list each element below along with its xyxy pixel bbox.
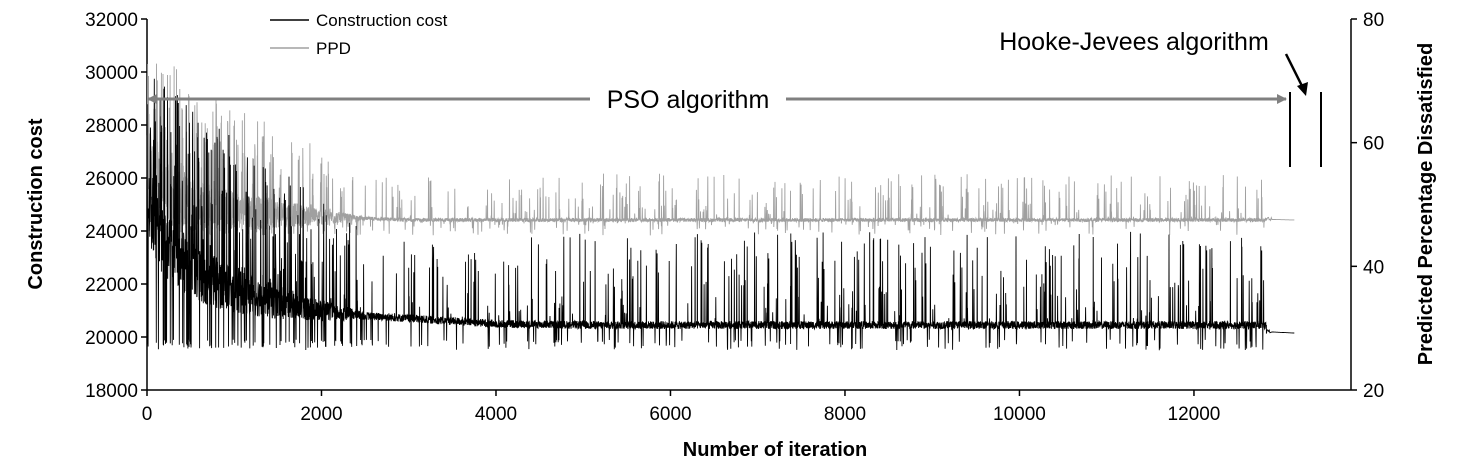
y-axis-title: Construction cost [25, 118, 47, 289]
hooke-jeeves-annotation: Hooke-Jevees algorithm [999, 28, 1322, 167]
x-tick-label: 8000 [824, 404, 866, 425]
y-tick-label: 30000 [85, 63, 138, 84]
y-tick-label: 24000 [85, 222, 138, 243]
x-tick-label: 12000 [1168, 404, 1221, 425]
x-tick-label: 6000 [649, 404, 691, 425]
legend-label-construction-cost: Construction cost [316, 11, 448, 30]
y-tick-label: 28000 [85, 116, 138, 137]
y2-tick-label: 40 [1363, 257, 1384, 278]
pso-label: PSO algorithm [607, 86, 770, 114]
x-axis-title: Number of iteration [683, 439, 867, 461]
x-tick-label: 10000 [993, 404, 1046, 425]
pso-annotation: PSO algorithm [147, 86, 1287, 114]
y-tick-label: 22000 [85, 275, 138, 296]
series-layer [146, 63, 1295, 351]
legend-label-ppd: PPD [316, 39, 351, 58]
y-tick-label: 20000 [85, 328, 138, 349]
hooke-jeeves-label: Hooke-Jevees algorithm [999, 28, 1269, 56]
x-tick-label: 0 [142, 404, 153, 425]
y-tick-label: 26000 [85, 169, 138, 190]
x-tick-label: 2000 [300, 404, 342, 425]
series-ppd-line [146, 63, 1295, 236]
series-construction-cost-line [146, 78, 1295, 351]
y2-tick-label: 20 [1363, 381, 1384, 402]
y-tick-label: 32000 [85, 10, 138, 31]
y-tick-label: 18000 [85, 381, 138, 402]
hj-arrowhead [1297, 82, 1308, 96]
ticks-layer: 0 2000 4000 6000 8000 10000 12000 18000 20000 220… [85, 10, 1384, 425]
y2-axis-title: Predicted Percentage Dissatisfied [1415, 43, 1437, 365]
x-tick-label: 4000 [475, 404, 517, 425]
legend: Construction cost PPD [270, 11, 448, 58]
y2-tick-label: 80 [1363, 10, 1384, 31]
y2-tick-label: 60 [1363, 134, 1384, 155]
hj-arrow [1284, 53, 1306, 91]
